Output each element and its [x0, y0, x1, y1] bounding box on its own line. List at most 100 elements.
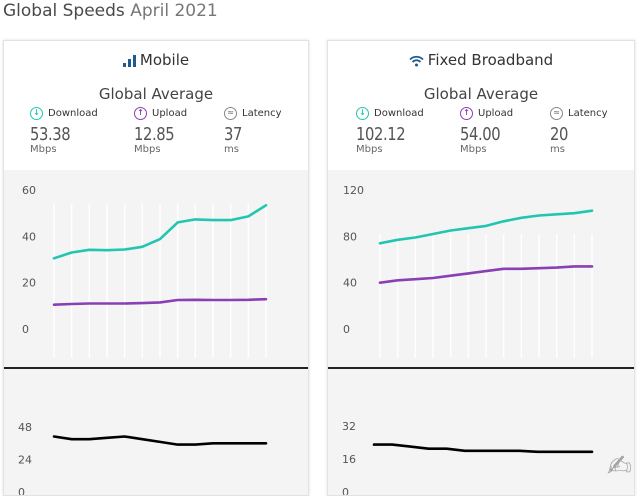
- fixed-latency-chart[interactable]: 0163204 / 2020: [328, 369, 635, 496]
- metric-label: Download: [48, 108, 98, 119]
- data-point-upload: [176, 299, 179, 301]
- metric-label: Latency: [242, 108, 282, 119]
- data-point-upload: [573, 265, 576, 268]
- metric-label: Upload: [478, 108, 514, 119]
- mobile-latency-chart[interactable]: 0244804 / 202004 / 2021: [4, 369, 309, 496]
- y-tick-label: 32: [342, 420, 356, 433]
- data-point-latency: [409, 445, 412, 448]
- data-point-download: [265, 204, 267, 207]
- metric-label: Download: [374, 108, 424, 119]
- data-point-download: [485, 225, 487, 227]
- data-point-upload: [265, 298, 267, 301]
- data-point-upload: [194, 299, 197, 301]
- data-point-download: [194, 218, 197, 221]
- data-point-download: [555, 213, 558, 216]
- data-point-download: [414, 236, 417, 239]
- mobile-latency-chart-area: 0244804 / 202004 / 2021: [4, 369, 309, 496]
- data-point-upload: [229, 299, 232, 301]
- y-tick-label: 0: [343, 323, 350, 336]
- data-point-download: [573, 212, 576, 214]
- latency-icon: ≈: [224, 107, 237, 120]
- data-point-upload: [432, 277, 434, 279]
- data-point-upload: [396, 279, 399, 282]
- data-point-download: [212, 219, 214, 221]
- data-point-download: [159, 238, 161, 240]
- data-point-upload: [591, 265, 593, 268]
- data-point-upload: [70, 303, 73, 305]
- data-point-download: [106, 249, 108, 252]
- data-point-upload: [53, 303, 55, 306]
- data-point-latency: [70, 438, 73, 440]
- metric-unit: ms: [550, 144, 565, 155]
- mobile-download-metric: ↓ Download 53.38 Mbps: [30, 107, 120, 155]
- series-line-latency: [52, 435, 268, 446]
- data-point-latency: [88, 438, 91, 440]
- data-point-download: [467, 227, 470, 230]
- y-tick-label: 48: [18, 421, 32, 434]
- fixed-speed-chart[interactable]: 0 40 80 120: [328, 170, 635, 369]
- latency-icon: ≈: [550, 107, 563, 120]
- y-tick-label: 0: [18, 486, 25, 496]
- data-point-download: [123, 248, 126, 251]
- wifi-icon: [409, 55, 424, 67]
- data-point-upload: [247, 299, 250, 301]
- data-point-upload: [449, 274, 452, 277]
- fixed-panel-heading[interactable]: Fixed Broadband: [328, 51, 634, 69]
- data-point-download: [229, 219, 232, 221]
- data-point-download: [396, 239, 399, 241]
- data-point-latency: [464, 449, 466, 452]
- data-point-upload: [212, 299, 214, 301]
- signal-bars-icon: [122, 55, 136, 67]
- mobile-speed-chart[interactable]: 0 20 40 60: [4, 170, 309, 369]
- data-point-download: [432, 233, 434, 235]
- data-point-download: [176, 221, 179, 224]
- y-tick-label: 0: [22, 323, 29, 336]
- metric-value: 37: [224, 124, 242, 145]
- mobile-upload-metric: ↑ Upload 12.85 Mbps: [134, 107, 224, 155]
- data-point-download: [538, 214, 540, 217]
- data-point-latency: [123, 435, 126, 438]
- data-point-download: [449, 229, 452, 232]
- y-tick-label: 24: [18, 454, 32, 467]
- page-title: Global Speeds April 2021: [3, 1, 218, 21]
- data-point-download: [53, 257, 55, 260]
- data-point-latency: [373, 443, 375, 446]
- data-point-upload: [467, 272, 470, 275]
- data-point-upload: [123, 302, 126, 305]
- data-point-latency: [427, 447, 430, 450]
- mobile-panel-heading[interactable]: Mobile: [4, 51, 308, 69]
- data-point-latency: [194, 443, 197, 446]
- data-point-download: [141, 245, 144, 248]
- metric-value: 102.12: [356, 124, 406, 145]
- y-tick-label: 0: [342, 486, 349, 496]
- data-point-latency: [482, 449, 484, 452]
- y-tick-label: 16: [342, 453, 356, 466]
- metric-label: Upload: [152, 108, 188, 119]
- metric-value: 54.00: [460, 124, 501, 145]
- data-point-upload: [485, 270, 487, 272]
- data-point-upload: [88, 302, 91, 305]
- data-point-upload: [141, 302, 144, 304]
- fixed-heading-label: Fixed Broadband: [427, 51, 554, 69]
- data-point-latency: [141, 438, 144, 440]
- data-point-download: [70, 251, 73, 254]
- data-point-latency: [176, 443, 179, 446]
- metric-value: 53.38: [30, 124, 71, 145]
- data-point-latency: [229, 442, 232, 445]
- data-point-latency: [554, 450, 557, 453]
- y-tick-label: 40: [343, 277, 357, 290]
- watermark-logo: ✍: [606, 449, 632, 484]
- page-title-date: April 2021: [130, 1, 218, 21]
- y-tick-label: 120: [343, 184, 364, 197]
- arrow-down-icon: ↓: [356, 107, 369, 120]
- data-point-upload: [414, 278, 417, 280]
- fixed-latency-chart-area: 0163204 / 2020: [328, 369, 635, 496]
- arrow-down-icon: ↓: [30, 107, 43, 120]
- fixed-global-average-label: Global Average: [423, 85, 539, 103]
- data-point-upload: [379, 281, 381, 284]
- page-title-main: Global Speeds: [3, 1, 125, 21]
- data-point-download: [88, 248, 91, 251]
- data-point-latency: [212, 442, 214, 445]
- y-tick-label: 20: [22, 277, 36, 290]
- metric-unit: Mbps: [30, 144, 57, 155]
